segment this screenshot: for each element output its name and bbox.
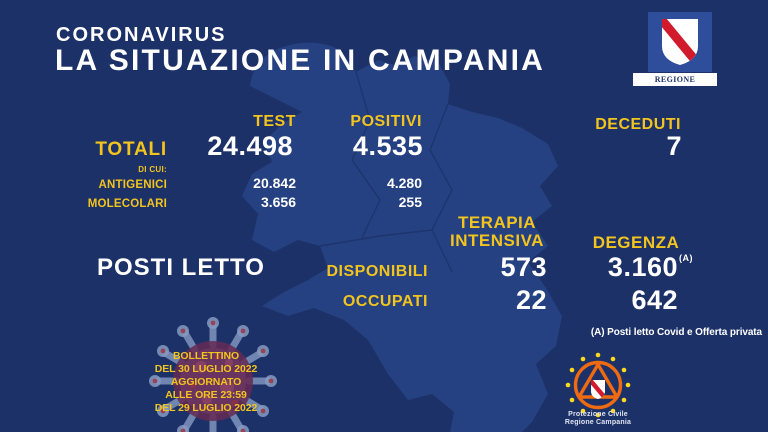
value-deceduti-totali: 7 — [666, 131, 682, 161]
value-terapia-disponibili: 573 — [500, 252, 547, 282]
bulletin-date-block: BOLLETTINO DEL 30 LUGLIO 2022 AGGIORNATO… — [133, 350, 279, 415]
campania-shield-icon — [662, 19, 698, 65]
bulletin-line: AGGIORNATO — [170, 376, 242, 388]
page-title: LA SITUAZIONE IN CAMPANIA — [55, 44, 545, 77]
col-header-degenza: DEGENZA — [592, 233, 680, 252]
value-degenza-disponibili: 3.160 (A) — [558, 252, 693, 283]
col-header-terapia-intensiva: TERAPIA INTENSIVA — [432, 214, 562, 250]
footnote: (A) Posti letto Covid e Offerta privata — [590, 327, 762, 338]
pc-label-line1: Protezione Civile — [568, 411, 628, 418]
terapia-line2: INTENSIVA — [450, 231, 544, 250]
section-title-posti-letto: POSTI LETTO — [97, 254, 265, 281]
value-test-antigenici: 20.842 — [253, 175, 296, 191]
col-header-test: TEST — [253, 113, 296, 130]
col-header-deceduti: DECEDUTI — [595, 116, 681, 133]
terapia-line1: TERAPIA — [457, 213, 537, 232]
value-positivi-totali: 4.535 — [352, 131, 423, 161]
value-degenza-occupati: 642 — [631, 285, 678, 315]
header-kicker: CORONAVIRUS — [56, 24, 227, 46]
row-label-antigenici: ANTIGENICI — [98, 179, 167, 191]
protezione-civile-label: Protezione Civile Regione Campania — [548, 411, 648, 427]
row-label-molecolari: MOLECOLARI — [87, 198, 167, 210]
protezione-civile-logo — [565, 352, 631, 418]
value-positivi-molecolari: 255 — [398, 194, 422, 210]
bulletin-line: ALLE ORE 23:59 — [165, 389, 247, 401]
col-header-positivi: POSITIVI — [350, 113, 422, 130]
pc-label-line2: Regione Campania — [564, 419, 632, 426]
degenza-number: 3.160 — [607, 252, 678, 282]
row-label-occupati: OCCUPATI — [342, 293, 428, 310]
bulletin-line: DEL 30 LUGLIO 2022 — [154, 363, 258, 375]
degenza-footnote-marker: (A) — [679, 253, 693, 263]
bulletin-line: DEL 29 LUGLIO 2022 — [154, 402, 258, 414]
row-label-disponibili: DISPONIBILI — [326, 263, 428, 280]
value-terapia-occupati: 22 — [515, 285, 547, 315]
regione-campania-label: REGIONE CAMPANIA — [633, 73, 717, 97]
row-label-di-cui: DI CUI: — [138, 165, 167, 174]
row-label-totali: TOTALI — [95, 139, 167, 160]
bulletin-line: BOLLETTINO — [172, 350, 240, 362]
regione-campania-logo — [648, 12, 712, 72]
value-test-molecolari: 3.656 — [260, 194, 296, 210]
value-positivi-antigenici: 4.280 — [386, 175, 422, 191]
coronavirus-icon — [149, 317, 277, 432]
value-test-totali: 24.498 — [207, 131, 293, 161]
